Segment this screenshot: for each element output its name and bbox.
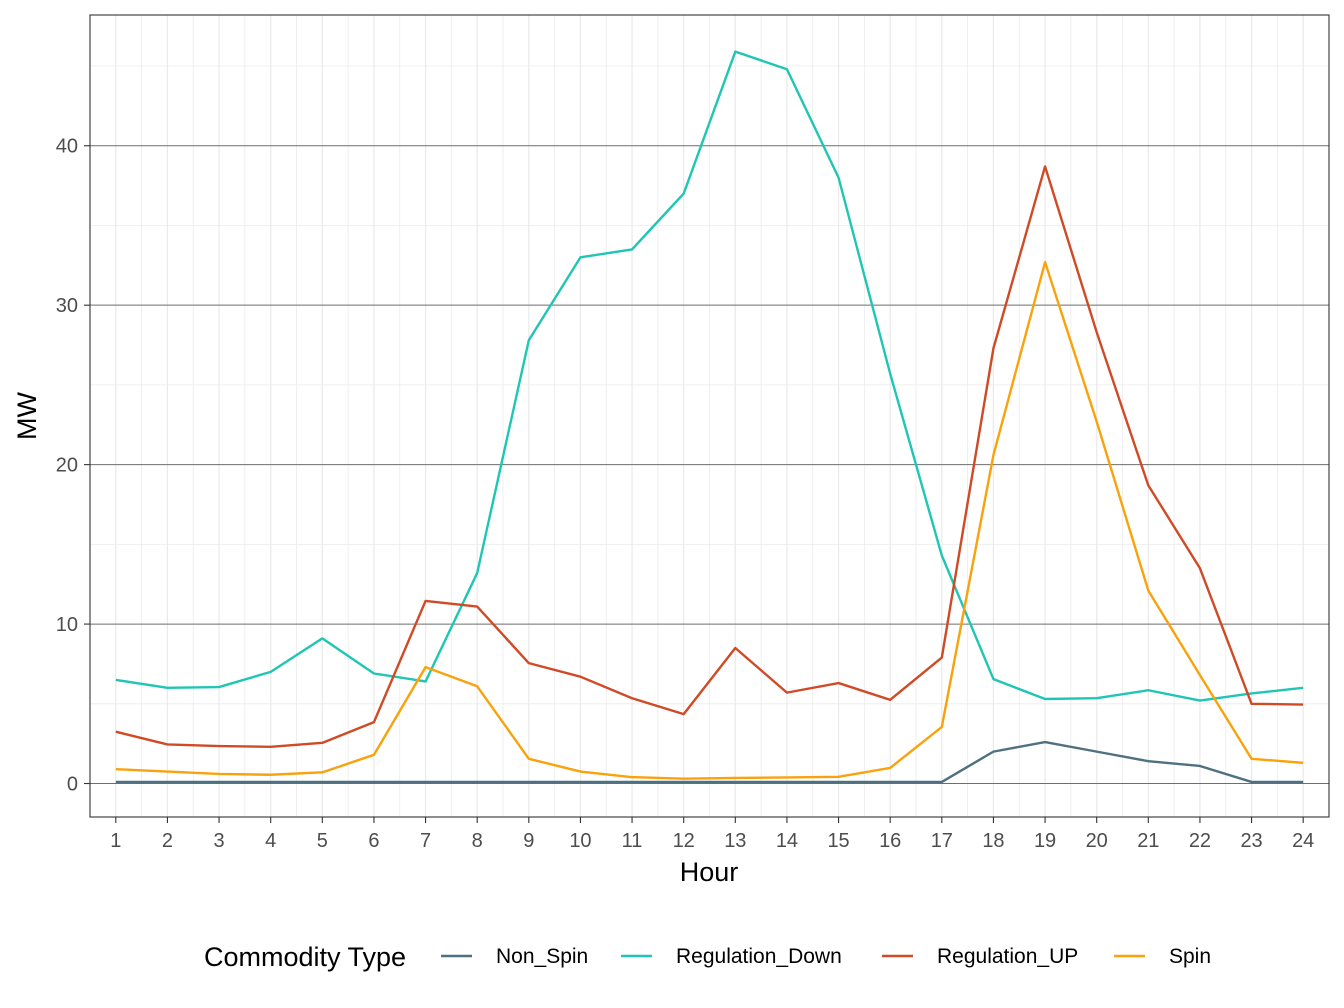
x-tick-label: 10 [569, 830, 591, 852]
x-tick-label: 8 [472, 830, 483, 852]
y-tick-label: 20 [56, 455, 78, 477]
legend: Commodity Type Non_Spin Regulation_Down Re… [204, 942, 1211, 972]
x-tick-label: 6 [368, 830, 379, 852]
x-tick-label: 23 [1240, 830, 1262, 852]
minor-grid [90, 15, 1329, 817]
x-tick-label: 12 [673, 830, 695, 852]
x-tick-label: 2 [162, 830, 173, 852]
x-tick-label: 20 [1086, 830, 1108, 852]
x-axis: 1 2 3 4 5 6 7 8 9 10 11 12 13 14 15 16 17 18 19 20 21 22 23 24 [110, 817, 1314, 852]
series-layer [115, 50, 1304, 784]
legend-label-regulation-up: Regulation_UP [937, 945, 1078, 968]
y-tick-label: 30 [56, 295, 78, 317]
series-line-spin [115, 260, 1304, 780]
y-axis: 0 10 20 30 40 [56, 136, 90, 796]
plot-border [89, 14, 1330, 818]
x-tick-label: 17 [931, 830, 953, 852]
major-grid [90, 15, 1329, 817]
legend-label-regulation-down: Regulation_Down [676, 945, 842, 968]
x-tick-label: 4 [265, 830, 276, 852]
x-tick-label: 13 [724, 830, 746, 852]
x-tick-label: 14 [776, 830, 798, 852]
series-line-regulation-down [115, 50, 1304, 702]
legend-label-non-spin: Non_Spin [496, 945, 588, 968]
series-line-regulation-up [115, 165, 1304, 749]
legend-label-spin: Spin [1169, 945, 1211, 968]
x-tick-label: 5 [317, 830, 328, 852]
x-tick-label: 18 [982, 830, 1004, 852]
y-tick-label: 40 [56, 136, 78, 158]
x-tick-label: 19 [1034, 830, 1056, 852]
legend-title: Commodity Type [204, 942, 406, 972]
x-tick-label: 24 [1292, 830, 1314, 852]
x-axis-title: Hour [680, 857, 739, 887]
series-line-non-spin [115, 740, 1304, 784]
x-tick-label: 9 [523, 830, 534, 852]
x-tick-label: 21 [1137, 830, 1159, 852]
x-tick-label: 11 [622, 830, 643, 852]
x-tick-label: 15 [827, 830, 849, 852]
x-tick-label: 16 [879, 830, 901, 852]
x-tick-label: 7 [420, 830, 431, 852]
y-axis-title: MW [12, 392, 42, 440]
x-tick-label: 1 [110, 830, 121, 852]
x-tick-label: 3 [214, 830, 225, 852]
x-tick-label: 22 [1189, 830, 1211, 852]
y-tick-label: 0 [67, 774, 78, 796]
y-tick-label: 10 [56, 614, 78, 636]
